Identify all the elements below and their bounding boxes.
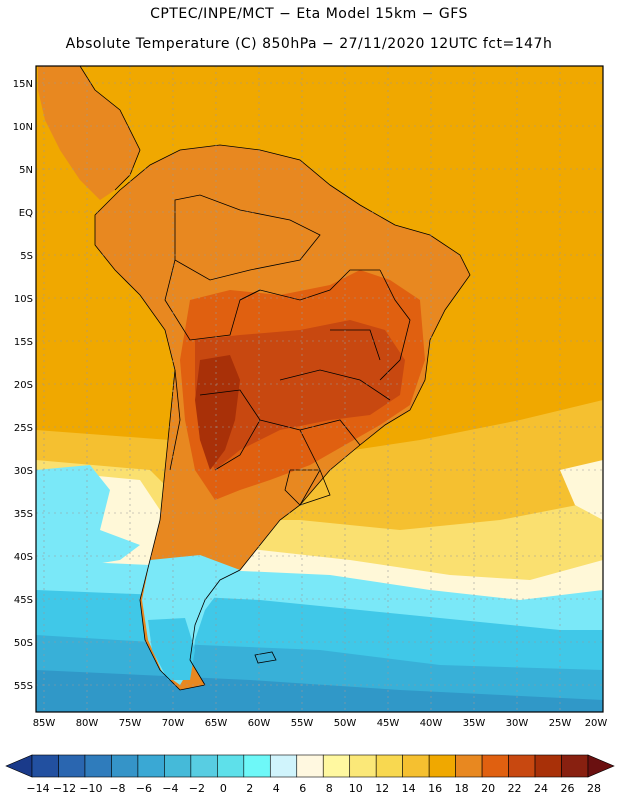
lat-label: 35S	[14, 509, 33, 520]
colorbar-arrow-low	[5, 754, 33, 778]
lon-label: 55W	[291, 718, 314, 729]
map-frame	[35, 65, 604, 713]
lat-label: 25S	[14, 423, 33, 434]
lon-label: 35W	[463, 718, 486, 729]
colorbar-label: −8	[109, 782, 125, 795]
colorbar-label: −2	[189, 782, 205, 795]
country-borders	[38, 66, 471, 691]
title-line-2: Absolute Temperature (C) 850hPa − 27/11/…	[65, 36, 553, 52]
colorbar-swatch	[296, 754, 324, 778]
colorbar-swatch	[190, 754, 218, 778]
colorbar-swatch	[349, 754, 377, 778]
colorbar-swatch	[428, 754, 456, 778]
lat-label: 10S	[14, 294, 33, 305]
colorbar-swatch	[481, 754, 509, 778]
colorbar-label: 26	[561, 782, 575, 795]
field-pale-spot-ne	[560, 460, 603, 520]
colorbar: −14 −12 −10 −8 −6 −4 −2 0 2 4 6 8 10 12 14 16 18 20 22 24 26…	[5, 754, 615, 795]
colorbar-swatch	[561, 754, 589, 778]
colorbar-swatch	[375, 754, 403, 778]
colorbar-swatch	[269, 754, 298, 778]
lon-label: 80W	[76, 718, 99, 729]
colorbar-label: 20	[481, 782, 495, 795]
latitude-labels: 15N 10N 5N EQ 5S 10S 15S 20S 25S 30S 35S…	[13, 79, 33, 692]
lon-label: 65W	[205, 718, 228, 729]
colorbar-arrow-high	[587, 754, 615, 778]
lon-label: 85W	[33, 718, 56, 729]
lat-label: 5N	[19, 165, 33, 176]
colorbar-label: −12	[53, 782, 76, 795]
colorbar-label: 18	[455, 782, 469, 795]
colorbar-swatch	[243, 754, 271, 778]
colorbar-swatch	[111, 754, 139, 778]
lat-label: 20S	[14, 380, 33, 391]
colorbar-swatch	[455, 754, 483, 778]
colorbar-label: −4	[162, 782, 178, 795]
lon-label: 30W	[506, 718, 529, 729]
colorbar-label: 24	[534, 782, 548, 795]
colorbar-label: −10	[79, 782, 102, 795]
lat-label: 40S	[14, 552, 33, 563]
colorbar-swatch	[31, 754, 59, 778]
colorbar-label: 22	[508, 782, 522, 795]
lat-label: 55S	[14, 681, 33, 692]
graticule	[36, 66, 603, 712]
lon-label: 45W	[377, 718, 400, 729]
colorbar-label: 4	[273, 782, 280, 795]
island-falklands	[254, 651, 277, 664]
field-cold-tongue	[36, 465, 140, 580]
lon-label: 70W	[162, 718, 185, 729]
colorbar-label: 6	[299, 782, 306, 795]
landmass-hotter-core	[195, 320, 405, 470]
colorbar-swatch	[508, 754, 536, 778]
lat-label: EQ	[19, 208, 33, 219]
colorbar-label: 2	[246, 782, 253, 795]
colorbar-swatch	[402, 754, 430, 778]
colorbar-swatch	[58, 754, 86, 778]
lat-label: 5S	[20, 251, 33, 262]
lat-label: 15N	[13, 79, 33, 90]
lon-label: 25W	[549, 718, 572, 729]
lat-label: 10N	[13, 122, 33, 133]
lat-label: 15S	[14, 337, 33, 348]
map-field	[36, 66, 603, 712]
landmass-central-america	[38, 66, 140, 200]
colorbar-label: 28	[587, 782, 601, 795]
colorbar-swatch	[84, 754, 112, 778]
title-line-1: CPTEC/INPE/MCT − Eta Model 15km − GFS	[150, 6, 468, 22]
colorbar-label: 16	[428, 782, 442, 795]
lon-label: 20W	[585, 718, 608, 729]
colorbar-label: −6	[136, 782, 152, 795]
lat-label: 30S	[14, 466, 33, 477]
lon-label: 40W	[420, 718, 443, 729]
lon-label: 60W	[248, 718, 271, 729]
lat-label: 50S	[14, 638, 33, 649]
colorbar-label: 8	[326, 782, 333, 795]
colorbar-label: 10	[349, 782, 363, 795]
lat-label: 45S	[14, 595, 33, 606]
colorbar-swatch	[322, 754, 351, 778]
landmass-patagonia-cold	[148, 618, 195, 680]
colorbar-swatch	[534, 754, 562, 778]
colorbar-swatch	[137, 754, 165, 778]
colorbar-swatch	[217, 754, 245, 778]
colorbar-label: −14	[26, 782, 49, 795]
colorbar-label: 12	[375, 782, 389, 795]
colorbar-swatch	[164, 754, 192, 778]
colorbar-label: 0	[220, 782, 227, 795]
longitude-labels: 85W 80W 75W 70W 65W 60W 55W 50W 45W 40W …	[33, 718, 608, 729]
lon-label: 50W	[334, 718, 357, 729]
colorbar-label: 14	[402, 782, 416, 795]
lon-label: 75W	[119, 718, 142, 729]
